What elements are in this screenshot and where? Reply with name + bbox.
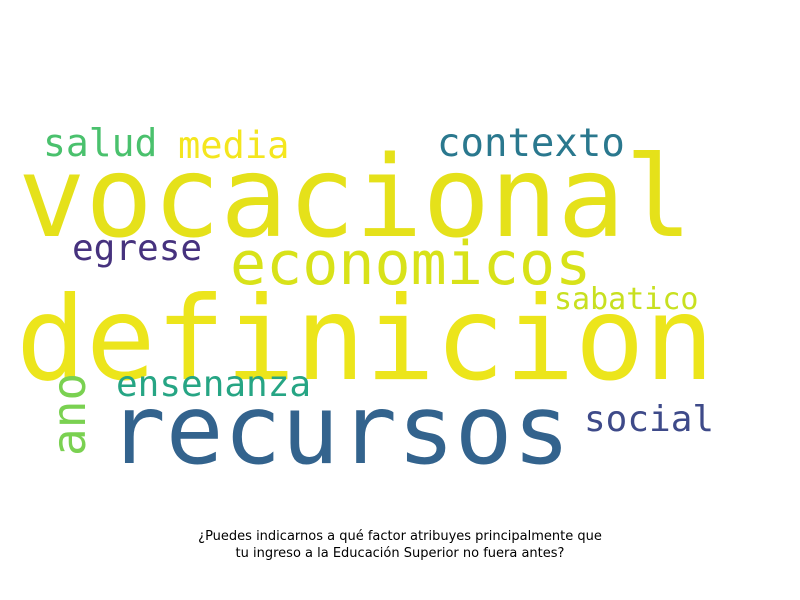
word-vocacional: vocacional xyxy=(18,133,693,263)
caption-line-1: ¿Puedes indicarnos a qué factor atribuye… xyxy=(198,529,602,544)
word-contexto: contexto xyxy=(437,121,625,166)
word-ensenanza: ensenanza xyxy=(116,364,312,405)
word-egrese: egrese xyxy=(72,228,203,269)
word-cloud: vocacional definicion recursos economico… xyxy=(16,121,715,486)
word-economicos: economicos xyxy=(230,229,592,299)
word-social: social xyxy=(584,399,715,440)
word-recursos: recursos xyxy=(108,374,571,486)
word-definicion: definicion xyxy=(16,272,715,407)
figure-caption: ¿Puedes indicarnos a qué factor atribuye… xyxy=(0,528,800,562)
word-media: media xyxy=(178,124,290,167)
word-ano: ano xyxy=(42,372,96,456)
word-salud: salud xyxy=(43,121,158,165)
caption-line-2: tu ingreso a la Educación Superior no fu… xyxy=(235,546,565,561)
word-sabatico: sabatico xyxy=(554,282,699,317)
